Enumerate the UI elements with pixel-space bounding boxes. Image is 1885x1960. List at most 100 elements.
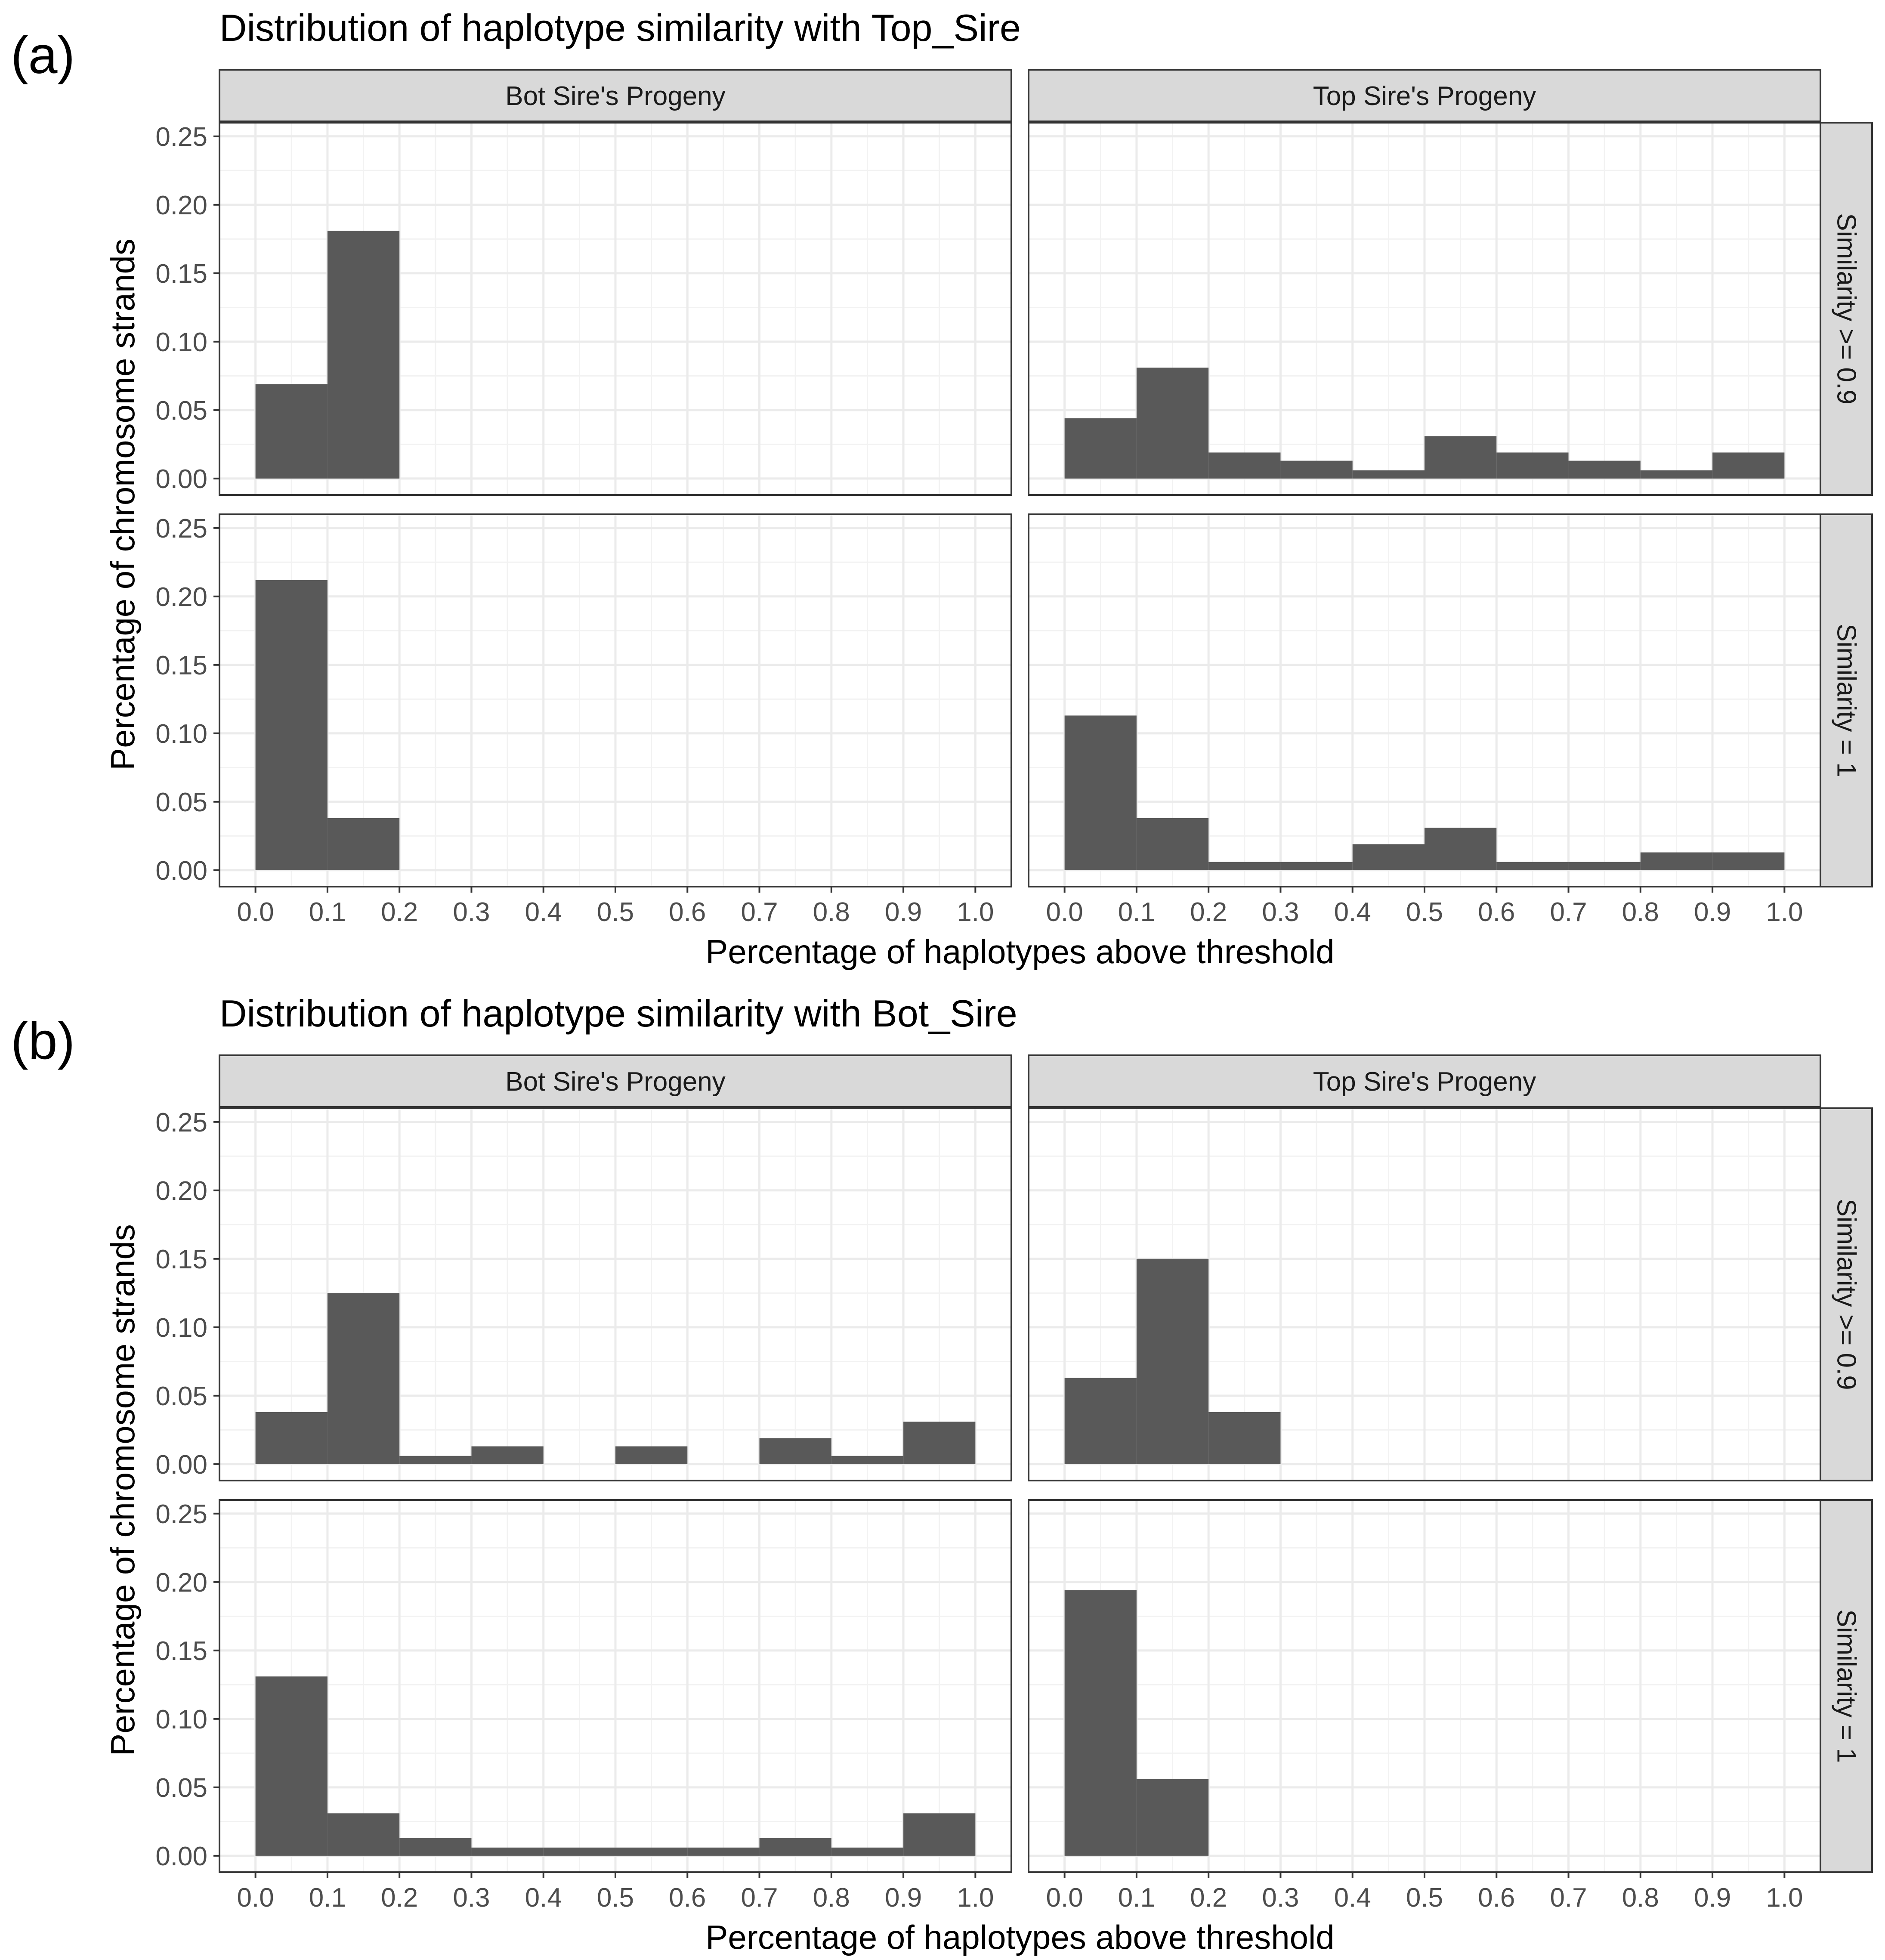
y-tick-label: 0.05 <box>155 396 207 426</box>
x-tick-label: 0.5 <box>597 897 634 927</box>
facet-panel: 0.00 0.05 0.10 0.15 0.20 0.25 0.0 0.1 0.2 0.3 0.4 0… <box>155 1499 1012 1913</box>
y-tick-label: 0.20 <box>155 191 207 220</box>
y-tick-label: 0.15 <box>155 1636 207 1666</box>
x-tick-label: 0.9 <box>1694 1883 1731 1913</box>
x-tick-label: 0.2 <box>1190 897 1227 927</box>
facet-strip-row <box>1820 513 1873 887</box>
y-tick-label: 0.10 <box>155 328 207 357</box>
histogram-bar <box>1280 461 1353 479</box>
x-tick-label: 1.0 <box>1766 1883 1803 1913</box>
facet-panel: 0.00 0.05 0.10 0.15 0.20 0.25 <box>155 122 1012 496</box>
x-tick-label: 0.8 <box>813 1883 850 1913</box>
facet-strip-row <box>1820 1107 1873 1481</box>
panel-label: (b) <box>11 1011 75 1070</box>
histogram-bar <box>1640 470 1713 479</box>
facet-strip-column-label: Top Sire's Progeny <box>1313 81 1536 111</box>
x-tick-label: 0.3 <box>1262 897 1299 927</box>
histogram-bar <box>1136 818 1209 870</box>
x-tick-label: 0.0 <box>1046 897 1083 927</box>
x-axis-title: Percentage of haplotypes above threshold <box>705 1918 1334 1956</box>
x-tick-label: 1.0 <box>1766 897 1803 927</box>
panel-label: (a) <box>11 26 75 84</box>
x-tick-label: 0.0 <box>1046 1883 1083 1913</box>
y-axis-title: Percentage of chromosome strands <box>104 1224 142 1756</box>
histogram-bar <box>255 1676 328 1856</box>
x-tick-label: 0.0 <box>237 1883 274 1913</box>
histogram-bar <box>615 1446 688 1464</box>
x-tick-label: 0.3 <box>453 897 490 927</box>
histogram-bar <box>1208 1412 1281 1464</box>
y-tick-label: 0.25 <box>155 122 207 152</box>
histogram-bar <box>1352 844 1425 870</box>
histogram-bar <box>327 231 400 479</box>
histogram-bar <box>1640 852 1713 870</box>
histogram-bar <box>1496 452 1569 479</box>
y-tick-label: 0.15 <box>155 651 207 680</box>
facet-strip-row-label: Similarity = 1 <box>1832 1609 1861 1763</box>
y-tick-label: 0.00 <box>155 1842 207 1871</box>
chart-title: Distribution of haplotype similarity wit… <box>219 6 1021 49</box>
panel-border <box>1028 122 1821 496</box>
y-tick-label: 0.15 <box>155 1245 207 1274</box>
x-tick-label: 0.2 <box>381 897 418 927</box>
histogram-bar <box>1280 862 1353 870</box>
y-tick-label: 0.05 <box>155 1773 207 1803</box>
histogram-bar <box>543 1847 615 1856</box>
facet-panel: 0.0 0.1 0.2 0.3 0.4 0.5 0.6 0.7 0.8 0.9 1.0 <box>1028 1499 1821 1913</box>
facet-strip-column <box>1028 69 1821 122</box>
facet-strip-column <box>1028 1054 1821 1108</box>
x-tick-label: 0.9 <box>885 897 922 927</box>
x-tick-label: 0.7 <box>1550 1883 1587 1913</box>
facet-strip-row-label: Similarity >= 0.9 <box>1832 213 1861 405</box>
x-tick-label: 0.8 <box>1622 897 1659 927</box>
y-tick-label: 0.10 <box>155 1705 207 1734</box>
y-tick-label: 0.00 <box>155 464 207 494</box>
facet-strip-column-label: Bot Sire's Progeny <box>505 81 726 111</box>
histogram-bar <box>1425 828 1497 870</box>
y-tick-label: 0.10 <box>155 719 207 749</box>
facet-panel <box>1028 122 1821 496</box>
x-tick-label: 0.5 <box>1406 897 1443 927</box>
panel-border <box>219 1107 1012 1481</box>
facet-strip-column <box>219 69 1012 122</box>
facet-strip-row <box>1820 122 1873 496</box>
x-tick-label: 0.4 <box>525 1883 562 1913</box>
x-tick-label: 0.9 <box>885 1883 922 1913</box>
x-tick-label: 0.5 <box>1406 1883 1443 1913</box>
histogram-bar <box>255 580 328 870</box>
histogram-bar <box>399 1456 472 1464</box>
y-tick-label: 0.05 <box>155 1382 207 1411</box>
y-tick-label: 0.00 <box>155 856 207 886</box>
x-tick-label: 0.1 <box>1118 897 1155 927</box>
x-tick-label: 0.4 <box>525 897 562 927</box>
histogram-bar <box>327 1813 400 1856</box>
histogram-bar <box>1064 1378 1137 1464</box>
x-tick-label: 0.3 <box>453 1883 490 1913</box>
y-tick-label: 0.25 <box>155 1499 207 1529</box>
x-tick-label: 0.5 <box>597 1883 634 1913</box>
y-tick-label: 0.15 <box>155 259 207 289</box>
histogram-bar <box>471 1847 544 1856</box>
histogram-bar <box>1064 1590 1137 1856</box>
histogram-bar <box>903 1813 976 1856</box>
facet-strip-column-label: Top Sire's Progeny <box>1313 1067 1536 1097</box>
facet-panel <box>1028 1107 1821 1481</box>
histogram-bar <box>1425 436 1497 479</box>
y-tick-label: 0.00 <box>155 1450 207 1480</box>
histogram-bar <box>615 1847 688 1856</box>
histogram-bar <box>1064 418 1137 479</box>
histogram-bar <box>255 384 328 479</box>
histogram-bar <box>1136 1779 1209 1856</box>
facet-panel: 0.00 0.05 0.10 0.15 0.20 0.25 <box>155 1107 1012 1481</box>
histogram-bar <box>1352 470 1425 479</box>
y-axis-title: Percentage of chromosome strands <box>104 238 142 770</box>
histogram-bar <box>399 1838 472 1856</box>
histogram-bar <box>759 1438 831 1464</box>
x-tick-label: 0.6 <box>1478 897 1515 927</box>
histogram-bar <box>1712 852 1785 870</box>
histogram-bar <box>255 1412 328 1464</box>
histogram-bar <box>327 818 400 870</box>
facet-strip-row-label: Similarity = 1 <box>1832 624 1861 777</box>
x-tick-label: 0.8 <box>1622 1883 1659 1913</box>
